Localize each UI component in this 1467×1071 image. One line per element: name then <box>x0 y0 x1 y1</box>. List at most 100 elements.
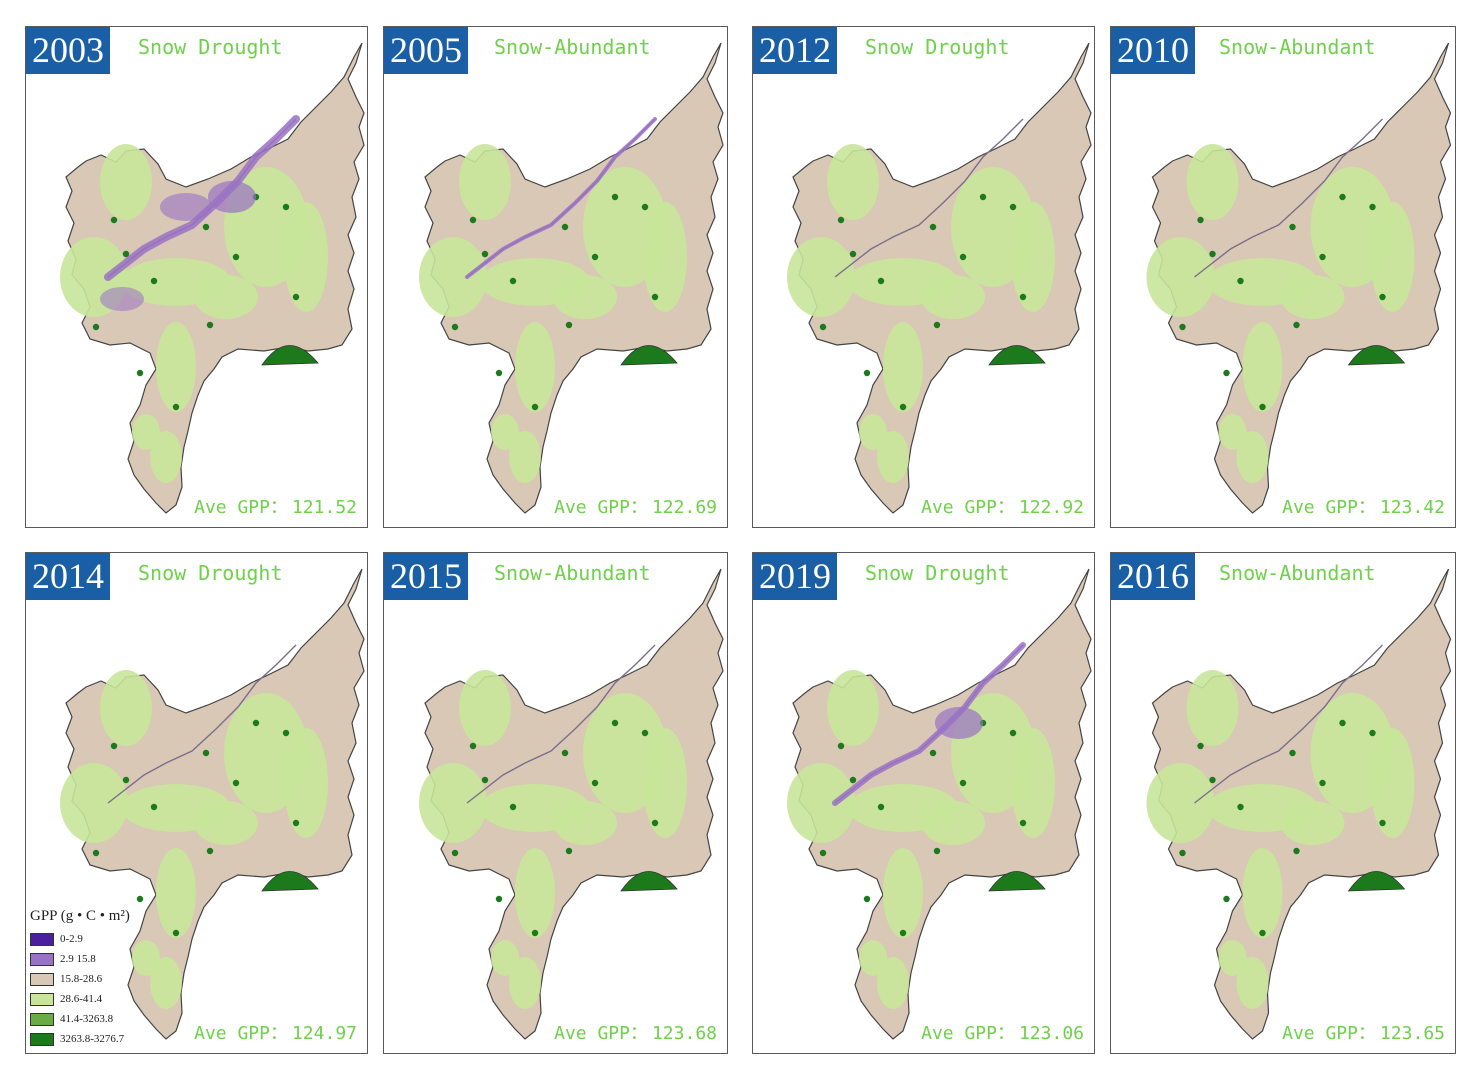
ave-gpp-label: Ave GPP： <box>921 497 1015 518</box>
high-gpp-spot <box>202 223 210 231</box>
year-badge: 2016 <box>1111 553 1195 600</box>
year-badge: 2014 <box>26 553 110 600</box>
river-line <box>834 118 1024 278</box>
high-gpp-spot <box>863 369 871 377</box>
high-gpp-spot <box>451 849 459 857</box>
high-gpp-spot <box>531 929 539 937</box>
high-gpp-spot <box>651 819 659 827</box>
basin-map <box>1146 568 1452 1040</box>
ave-gpp-value: 123.65 <box>1379 1023 1445 1044</box>
low-gpp-patch <box>208 181 256 213</box>
vegetation-patch <box>156 322 196 412</box>
high-gpp-spot <box>122 776 130 784</box>
high-gpp-spot <box>1259 929 1266 937</box>
high-gpp-spot <box>899 929 907 937</box>
ave-gpp-label: Ave GPP： <box>1282 1023 1376 1044</box>
legend-label: 41.4-3263.8 <box>60 1013 114 1025</box>
high-gpp-lake <box>1347 345 1406 366</box>
vegetation-patch <box>827 144 879 220</box>
vegetation-patch <box>459 670 511 746</box>
high-gpp-spot <box>837 742 845 750</box>
ave-gpp-label: Ave GPP： <box>554 1023 648 1044</box>
vegetation-patch <box>509 431 541 483</box>
high-gpp-spot <box>172 929 180 937</box>
high-gpp-spot <box>929 749 937 757</box>
vegetation-patch <box>1280 801 1345 845</box>
basin-map <box>787 42 1092 514</box>
river-line <box>1194 644 1383 804</box>
high-gpp-spot <box>509 803 517 811</box>
high-gpp-spot <box>1339 193 1346 201</box>
basin-map <box>60 568 365 1040</box>
high-gpp-spot <box>877 277 885 285</box>
high-gpp-lake <box>261 345 319 366</box>
vegetation-patch <box>883 848 923 938</box>
ave-gpp-value: 121.52 <box>291 497 357 518</box>
vegetation-patch <box>1236 957 1269 1009</box>
basin-map <box>60 42 365 514</box>
ave-gpp-label: Ave GPP： <box>194 497 288 518</box>
high-gpp-spot <box>282 203 290 211</box>
high-gpp-spot <box>206 847 214 855</box>
vegetation-patch <box>1370 202 1415 312</box>
low-gpp-river <box>465 117 657 279</box>
vegetation-patch <box>1242 322 1283 412</box>
high-gpp-spot <box>929 223 937 231</box>
vegetation-patch <box>1280 275 1345 319</box>
vegetation-patch <box>284 728 328 838</box>
vegetation-patch <box>459 144 511 220</box>
high-gpp-spot <box>1319 779 1326 787</box>
basin-map <box>787 568 1092 1040</box>
ave-gpp: Ave GPP： 124.97 <box>190 1019 357 1045</box>
high-gpp-spot <box>849 776 857 784</box>
legend-swatch <box>30 932 54 946</box>
high-gpp-spot <box>863 895 871 903</box>
vegetation-patch <box>1146 237 1215 317</box>
low-gpp-patch <box>160 193 212 221</box>
low-gpp-patch <box>935 707 983 739</box>
high-gpp-spot <box>1339 719 1346 727</box>
class-label: Snow-Abundant <box>1219 35 1376 59</box>
vegetation-patch <box>877 431 909 483</box>
high-gpp-spot <box>565 321 573 329</box>
ave-gpp: Ave GPP： 123.42 <box>1278 493 1445 519</box>
high-gpp-spot <box>959 253 967 261</box>
ave-gpp-value: 123.42 <box>1379 497 1445 518</box>
high-gpp-spot <box>849 250 857 258</box>
high-gpp-spot <box>282 729 290 737</box>
vegetation-patch <box>419 763 487 843</box>
vegetation-patch <box>1218 414 1247 450</box>
vegetation-patch <box>787 237 855 317</box>
high-gpp-spot <box>495 895 503 903</box>
legend-swatch <box>30 972 54 986</box>
vegetation-patch <box>859 940 887 976</box>
high-gpp-spot <box>561 223 569 231</box>
high-gpp-spot <box>1237 277 1244 285</box>
high-gpp-spot <box>202 749 210 757</box>
basin-map <box>419 568 724 1040</box>
vegetation-patch <box>60 763 128 843</box>
basin-group <box>787 42 1092 514</box>
vegetation-patch <box>100 670 152 746</box>
high-gpp-spot <box>1223 369 1230 377</box>
legend-item: 41.4-3263.8 <box>30 1009 130 1029</box>
high-gpp-spot <box>1197 742 1204 750</box>
legend-title: GPP (g • C • m²) <box>30 908 130 924</box>
year-badge: 2019 <box>753 553 837 600</box>
high-gpp-spot <box>172 403 180 411</box>
high-gpp-spot <box>561 749 569 757</box>
class-label: Snow Drought <box>865 561 1010 585</box>
class-label: Snow-Abundant <box>1219 561 1376 585</box>
basin-group <box>60 568 365 1040</box>
legend-item: 28.6-41.4 <box>30 989 130 1009</box>
legend-label: 15.8-28.6 <box>60 973 103 985</box>
ave-gpp: Ave GPP： 122.69 <box>550 493 717 519</box>
high-gpp-spot <box>206 321 214 329</box>
vegetation-patch <box>515 848 555 938</box>
gpp-legend: GPP (g • C • m²) 0-2.9 2.9 15.8 15.8-28.… <box>30 908 130 1049</box>
vegetation-patch <box>859 414 887 450</box>
legend-swatch <box>30 992 54 1006</box>
vegetation-patch <box>491 940 519 976</box>
basin-group <box>419 42 724 514</box>
high-gpp-spot <box>1179 323 1186 331</box>
